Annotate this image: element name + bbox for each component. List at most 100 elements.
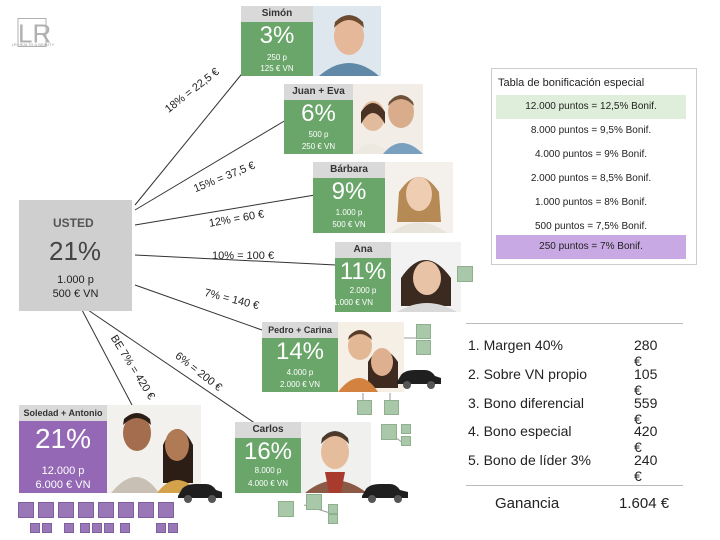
person-node-ana: Ana 11% 2.000 p 1.000 € VN bbox=[333, 242, 461, 312]
total-label: Ganancia bbox=[495, 495, 560, 512]
person-node-barbara: Bárbara 9% 1.000 p 500 € VN bbox=[313, 162, 453, 233]
summary-label: 5. Bono de líder 3% bbox=[468, 452, 591, 468]
carlos-vn: 4.000 € VN bbox=[247, 479, 289, 488]
ana-pct: 11% bbox=[339, 258, 387, 285]
bonus-table-row: 2.000 puntos = 8,5% Bonif. bbox=[530, 173, 652, 184]
downline-square bbox=[58, 502, 74, 518]
simon-name: Simón bbox=[241, 6, 313, 22]
downline-square bbox=[42, 523, 52, 533]
total-amount: 1.604 € bbox=[619, 495, 670, 512]
downline-square bbox=[381, 424, 397, 440]
root-pct: 21% bbox=[49, 236, 102, 266]
person-node-carlos: Carlos 16% 8.000 p 4.000 € VN bbox=[235, 422, 371, 493]
soledad-antonio-photo bbox=[107, 405, 201, 493]
downline-square bbox=[98, 502, 114, 518]
total-row: Ganancia 1.604 € bbox=[495, 495, 669, 512]
simon-points: 250 p bbox=[266, 53, 288, 62]
soledad-antonio-pct: 21% bbox=[34, 423, 92, 454]
simon-card: Simón 3% 250 p 125 € VN bbox=[241, 6, 313, 76]
summary-label: 1. Margen 40% bbox=[468, 337, 563, 353]
bonus-table-row: 250 puntos = 7% Bonif. bbox=[496, 235, 686, 259]
bonus-table-row: 500 puntos = 7,5% Bonif. bbox=[534, 221, 648, 232]
barbara-name: Bárbara bbox=[313, 162, 385, 178]
downline-square bbox=[357, 400, 372, 415]
edge-label-ana: 10% = 100 € bbox=[212, 250, 275, 262]
bonus-table-row: 4.000 puntos = 9% Bonif. bbox=[534, 149, 648, 160]
juan-eva-pct: 6% bbox=[301, 100, 336, 127]
downline-square bbox=[156, 523, 166, 533]
downline-square bbox=[18, 502, 34, 518]
ana-name: Ana bbox=[335, 242, 391, 258]
bonus-table-row: 1.000 puntos = 8% Bonif. bbox=[534, 197, 648, 208]
soledad-antonio-name: Soledad + Antonio bbox=[19, 405, 107, 421]
ana-card: Ana 11% 2.000 p 1.000 € VN bbox=[333, 242, 391, 312]
simon-pct: 3% bbox=[259, 22, 295, 49]
root-node: USTED 21% 1.000 p 500 € VN bbox=[19, 200, 132, 311]
summary-label: 3. Bono diferencial bbox=[468, 395, 584, 411]
downline-square bbox=[138, 502, 154, 518]
downline-square bbox=[306, 494, 322, 510]
person-node-juan-eva: Juan + Eva 6% 500 p 250 € VN bbox=[284, 84, 423, 154]
downline-square bbox=[416, 340, 431, 355]
summary-amount: 559 € bbox=[634, 395, 658, 427]
person-node-pedro-carina: Pedro + Carina 14% 4.000 p 2.000 € VN bbox=[262, 322, 404, 392]
pedro-carina-pct: 14% bbox=[275, 338, 325, 365]
summary-amount: 105 € bbox=[634, 366, 658, 398]
barbara-photo bbox=[385, 162, 453, 233]
barbara-vn: 500 € VN bbox=[332, 220, 366, 229]
juan-eva-points: 500 p bbox=[308, 130, 329, 139]
downline-square bbox=[158, 502, 174, 518]
ana-points: 2.000 p bbox=[349, 286, 377, 295]
soledad-antonio-vn: 6.000 € VN bbox=[35, 479, 91, 491]
downline-square bbox=[328, 514, 338, 524]
carlos-card: Carlos 16% 8.000 p 4.000 € VN bbox=[235, 422, 301, 493]
summary-item: 2. Sobre VN propio 105 € bbox=[468, 366, 657, 398]
simon-photo bbox=[313, 6, 381, 76]
simon-vn: 125 € VN bbox=[260, 64, 294, 73]
summary-divider-bottom bbox=[466, 485, 683, 486]
carlos-name: Carlos bbox=[235, 422, 301, 438]
car-icon bbox=[397, 370, 441, 389]
downline-square bbox=[384, 400, 399, 415]
downline-square bbox=[401, 424, 411, 434]
downline-square bbox=[80, 523, 90, 533]
juan-eva-name: Juan + Eva bbox=[284, 84, 353, 100]
summary-item: 4. Bono especial 420 € bbox=[468, 423, 657, 455]
soledad-antonio-card: Soledad + Antonio 21% 12.000 p 6.000 € V… bbox=[19, 405, 107, 493]
soledad-antonio-points: 12.000 p bbox=[41, 465, 85, 477]
downline-square bbox=[104, 523, 114, 533]
barbara-card: Bárbara 9% 1.000 p 500 € VN bbox=[313, 162, 385, 233]
juan-eva-card: Juan + Eva 6% 500 p 250 € VN bbox=[284, 84, 353, 154]
downline-square bbox=[64, 523, 74, 533]
pedro-carina-card: Pedro + Carina 14% 4.000 p 2.000 € VN bbox=[262, 322, 338, 392]
pedro-carina-points: 4.000 p bbox=[286, 368, 314, 377]
summary-label: 4. Bono especial bbox=[468, 423, 572, 439]
summary-amount: 420 € bbox=[634, 423, 658, 455]
summary-amount: 240 € bbox=[634, 452, 658, 484]
pedro-carina-name: Pedro + Carina bbox=[262, 322, 338, 338]
downline-square bbox=[30, 523, 40, 533]
downline-square bbox=[38, 502, 54, 518]
summary-item: 3. Bono diferencial 559 € bbox=[468, 395, 657, 427]
root-vn: 500 € VN bbox=[52, 288, 99, 300]
carlos-points: 8.000 p bbox=[254, 466, 282, 475]
downline-square bbox=[278, 501, 294, 517]
summary-amount: 280 € bbox=[634, 337, 658, 369]
summary-divider-top bbox=[466, 323, 683, 324]
barbara-points: 1.000 p bbox=[335, 208, 363, 217]
root-name: USTED bbox=[53, 216, 94, 230]
downline-square bbox=[92, 523, 102, 533]
carlos-pct: 16% bbox=[243, 438, 293, 465]
ana-vn: 1.000 € VN bbox=[332, 298, 374, 307]
summary-item: 1. Margen 40% 280 € bbox=[468, 337, 657, 369]
car-icon bbox=[362, 484, 408, 503]
ana-photo bbox=[391, 242, 461, 312]
bonus-table-title: Tabla de bonificación especial bbox=[498, 77, 645, 89]
bonus-table-row: 8.000 puntos = 9,5% Bonif. bbox=[530, 125, 652, 136]
summary-item: 5. Bono de líder 3% 240 € bbox=[468, 452, 657, 484]
downline-square bbox=[416, 324, 431, 339]
downline-square bbox=[118, 502, 134, 518]
bonus-table-row: 12.000 puntos = 12,5% Bonif. bbox=[496, 95, 686, 119]
root-points: 1.000 p bbox=[57, 274, 94, 286]
juan-eva-photo bbox=[353, 84, 423, 154]
